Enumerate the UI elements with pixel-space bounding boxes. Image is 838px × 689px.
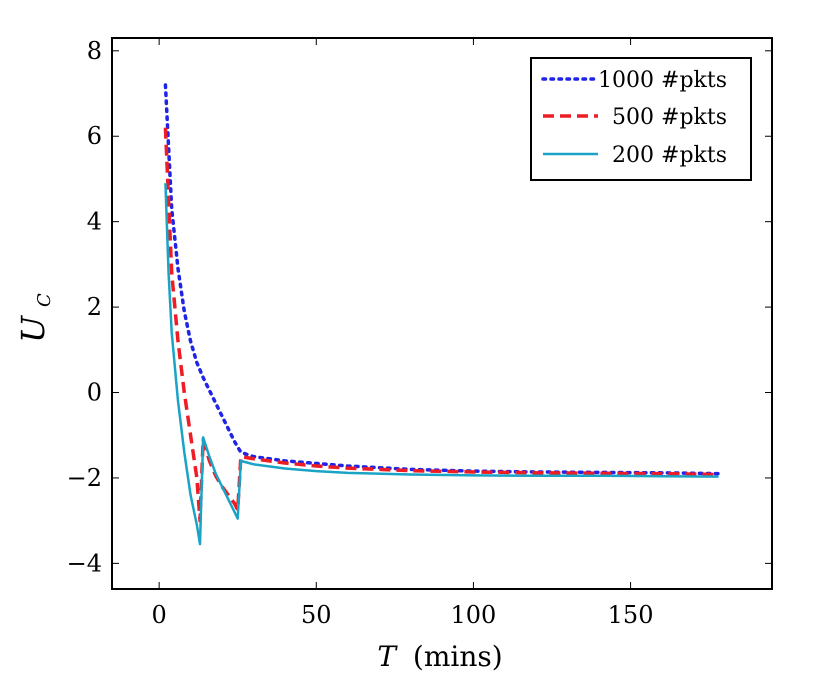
y-tick-label: 4 — [87, 208, 102, 236]
y-tick-label: 6 — [87, 122, 102, 150]
series-group — [163, 83, 721, 546]
series-line-500 — [163, 127, 719, 523]
legend-label: 500 #pkts — [612, 105, 727, 130]
series-line-1000 — [163, 83, 721, 476]
series-line-200 — [164, 183, 719, 546]
y-tick-label: −4 — [67, 549, 102, 577]
plot-frame — [111, 37, 773, 590]
x-axis-unit: (mins) — [413, 640, 503, 673]
x-tick-label: 100 — [451, 601, 497, 629]
x-tick-label: 50 — [301, 601, 332, 629]
axis-ticks — [112, 38, 772, 589]
x-tick-label: 0 — [152, 601, 167, 629]
legend-label: 200 #pkts — [612, 143, 727, 168]
y-tick-label: 2 — [87, 293, 102, 321]
x-tick-label: 150 — [608, 601, 654, 629]
legend: 1000 #pkts 500 #pkts 200 #pkts — [530, 57, 752, 181]
y-axis-title: U C — [14, 293, 55, 343]
x-axis-title: T (mins) — [377, 640, 502, 673]
tick-labels: 0 50 100 150 −4 −2 0 2 4 6 8 — [67, 37, 654, 629]
x-axis-variable: T — [377, 640, 398, 673]
y-axis-subscript: C — [34, 293, 55, 307]
y-tick-label: 0 — [87, 379, 102, 407]
y-tick-label: −2 — [67, 464, 102, 492]
y-axis-symbol: U — [14, 315, 52, 343]
y-tick-label: 8 — [87, 37, 102, 65]
legend-label: 1000 #pkts — [598, 68, 727, 93]
